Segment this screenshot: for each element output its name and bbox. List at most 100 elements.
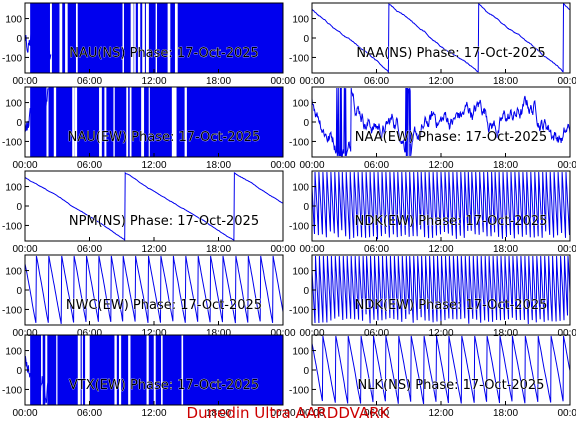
x-tick-label: 12:00 — [428, 76, 453, 87]
panel-title: NAU(NS) Phase: 17-Oct-2025 — [69, 46, 259, 61]
x-tick-label: 00:00 — [299, 408, 324, 419]
phase-trace-2 — [312, 3, 570, 73]
panel-title: NLK(NS) Phase: 17-Oct-2025 — [358, 378, 545, 393]
x-tick-label: 18:00 — [206, 244, 231, 255]
x-tick-label: 18:00 — [493, 328, 518, 339]
x-tick-label: 12:00 — [428, 408, 453, 419]
y-tick-label: 100 — [292, 267, 309, 278]
x-tick-label: 18:00 — [206, 76, 231, 87]
x-tick-label: 18:00 — [206, 408, 231, 419]
x-tick-label: 12:00 — [428, 328, 453, 339]
x-tick-label: 00:00 — [270, 408, 295, 419]
y-tick-label: 100 — [292, 15, 309, 26]
panel-frame-5 — [24, 170, 284, 242]
y-tick-label: -100 — [289, 53, 309, 64]
phase-panel-6: 100 0 -100 00:00 06:00 12:00 18:00 00:00 NDK(EW)… — [289, 170, 576, 255]
y-tick-label: 100 — [5, 99, 22, 110]
x-tick-label: 06:00 — [77, 160, 102, 171]
x-tick-label: 06:00 — [364, 160, 389, 171]
x-tick-label: 00:00 — [557, 408, 576, 419]
x-tick-label: 12:00 — [141, 328, 166, 339]
x-tick-label: 18:00 — [493, 160, 518, 171]
y-tick-label: -100 — [2, 53, 22, 64]
x-tick-label: 00:00 — [270, 244, 295, 255]
y-tick-label: -100 — [289, 221, 309, 232]
x-tick-label: 12:00 — [141, 160, 166, 171]
x-tick-label: 06:00 — [364, 76, 389, 87]
x-tick-label: 06:00 — [364, 408, 389, 419]
y-tick-label: -100 — [2, 385, 22, 396]
x-tick-label: 00:00 — [557, 76, 576, 87]
x-tick-label: 06:00 — [364, 244, 389, 255]
phase-trace-10 — [312, 335, 570, 405]
x-tick-label: 18:00 — [206, 328, 231, 339]
y-tick-label: -100 — [289, 305, 309, 316]
y-tick-label: 100 — [5, 15, 22, 26]
x-tick-label: 00:00 — [299, 328, 324, 339]
phase-panel-9: 100 0 -100 00:00 06:00 12:00 18:00 00:00 VTX(EW)… — [2, 334, 296, 419]
y-tick-label: 0 — [16, 202, 22, 213]
y-tick-label: 100 — [5, 267, 22, 278]
y-tick-label: 100 — [292, 347, 309, 358]
phase-trace-3 — [25, 87, 283, 157]
phase-trace-4 — [312, 87, 570, 157]
phase-panel-10: 100 0 -100 00:00 06:00 12:00 18:00 00:00 NLK(NS)… — [289, 334, 576, 419]
y-tick-label: 0 — [303, 118, 309, 129]
x-tick-label: 00:00 — [270, 160, 295, 171]
y-tick-label: 0 — [303, 202, 309, 213]
y-tick-label: 100 — [292, 183, 309, 194]
y-tick-label: 0 — [303, 366, 309, 377]
phase-panel-8: 100 0 -100 00:00 06:00 12:00 18:00 00:00 NDK(EW)… — [289, 254, 576, 339]
phase-panel-5: 100 0 -100 00:00 06:00 12:00 18:00 00:00 NPM(NS)… — [2, 170, 296, 255]
phase-trace-8 — [312, 255, 570, 325]
x-tick-label: 06:00 — [77, 76, 102, 87]
footer-label: Dunedin Ultra AARDDVARK — [186, 404, 390, 422]
x-tick-label: 00:00 — [12, 328, 37, 339]
x-tick-label: 18:00 — [493, 76, 518, 87]
x-tick-label: 18:00 — [493, 408, 518, 419]
x-tick-label: 06:00 — [77, 328, 102, 339]
y-tick-label: -100 — [2, 221, 22, 232]
panel-title: NAA(EW) Phase: 17-Oct-2025 — [355, 130, 547, 145]
x-tick-label: 00:00 — [12, 160, 37, 171]
x-tick-label: 00:00 — [270, 328, 295, 339]
panel-title: NAU(EW) Phase: 17-Oct-2025 — [68, 130, 261, 145]
panel-frame-2 — [311, 2, 571, 74]
x-tick-label: 12:00 — [141, 408, 166, 419]
x-tick-label: 00:00 — [12, 408, 37, 419]
y-tick-label: 0 — [16, 366, 22, 377]
x-tick-label: 00:00 — [270, 76, 295, 87]
x-tick-label: 00:00 — [12, 244, 37, 255]
phase-panel-7: 100 0 -100 00:00 06:00 12:00 18:00 00:00 NWC(EW)… — [2, 254, 296, 339]
phase-panel-4: 100 0 -100 00:00 06:00 12:00 18:00 00:00 NAA(EW)… — [289, 86, 576, 171]
x-tick-label: 00:00 — [299, 160, 324, 171]
y-tick-label: 0 — [16, 118, 22, 129]
x-tick-label: 12:00 — [141, 76, 166, 87]
y-tick-label: 0 — [16, 34, 22, 45]
y-tick-label: 100 — [292, 99, 309, 110]
panel-title: NDK(EW) Phase: 17-Oct-2025 — [355, 214, 548, 229]
x-tick-label: 06:00 — [77, 244, 102, 255]
x-tick-label: 12:00 — [428, 160, 453, 171]
phase-trace-1 — [25, 3, 283, 73]
x-tick-label: 00:00 — [557, 328, 576, 339]
panel-title: NWC(EW) Phase: 17-Oct-2025 — [66, 298, 262, 313]
panel-title: NPM(NS) Phase: 17-Oct-2025 — [69, 214, 259, 229]
y-tick-label: -100 — [2, 305, 22, 316]
x-tick-label: 00:00 — [557, 160, 576, 171]
x-tick-label: 00:00 — [299, 244, 324, 255]
phase-trace-6 — [312, 171, 570, 240]
panel-frame-10 — [311, 334, 571, 406]
x-tick-label: 00:00 — [299, 76, 324, 87]
y-tick-label: 0 — [16, 286, 22, 297]
y-tick-label: 0 — [303, 34, 309, 45]
phase-panel-2: 100 0 -100 00:00 06:00 12:00 18:00 00:00 NAA(NS)… — [289, 2, 576, 87]
y-tick-label: -100 — [289, 385, 309, 396]
phase-trace-7 — [25, 255, 283, 324]
phase-trace-9 — [25, 335, 283, 405]
x-tick-label: 00:00 — [557, 244, 576, 255]
x-tick-label: 00:00 — [12, 76, 37, 87]
x-tick-label: 06:00 — [77, 408, 102, 419]
phase-panel-3: 100 0 -100 00:00 06:00 12:00 18:00 00:00 NAU(EW)… — [2, 86, 296, 171]
